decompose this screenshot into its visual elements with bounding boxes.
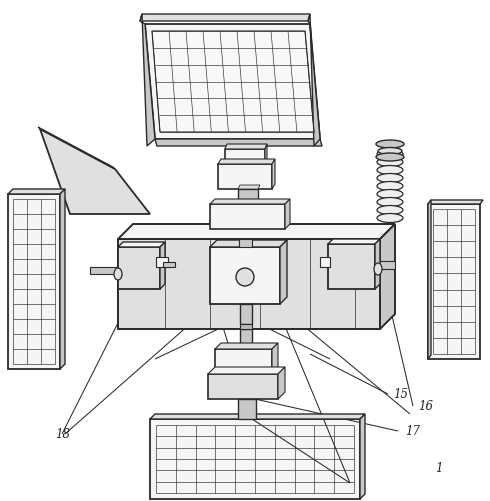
Polygon shape: [278, 367, 285, 399]
Polygon shape: [238, 189, 258, 204]
Polygon shape: [140, 15, 155, 147]
Polygon shape: [38, 128, 115, 170]
Polygon shape: [308, 15, 320, 147]
Text: 18: 18: [55, 428, 70, 440]
Ellipse shape: [377, 198, 403, 207]
Polygon shape: [272, 160, 275, 189]
Ellipse shape: [377, 182, 403, 191]
Ellipse shape: [377, 150, 403, 159]
Ellipse shape: [378, 148, 402, 155]
Polygon shape: [150, 419, 360, 499]
Polygon shape: [140, 15, 310, 22]
Polygon shape: [272, 343, 278, 374]
Circle shape: [236, 269, 254, 287]
Polygon shape: [118, 242, 165, 247]
Polygon shape: [156, 258, 168, 268]
Ellipse shape: [377, 166, 403, 175]
Polygon shape: [218, 160, 275, 165]
Polygon shape: [320, 258, 330, 268]
Polygon shape: [60, 189, 65, 369]
Polygon shape: [210, 240, 287, 247]
Ellipse shape: [376, 154, 404, 162]
Ellipse shape: [376, 141, 404, 149]
Polygon shape: [160, 242, 165, 290]
Polygon shape: [210, 199, 290, 204]
Ellipse shape: [114, 269, 122, 281]
Polygon shape: [118, 239, 380, 329]
Ellipse shape: [374, 264, 382, 276]
Polygon shape: [375, 262, 395, 270]
Polygon shape: [330, 262, 368, 272]
Polygon shape: [8, 189, 65, 194]
Polygon shape: [225, 145, 267, 150]
Ellipse shape: [377, 214, 403, 223]
Polygon shape: [215, 343, 278, 349]
Ellipse shape: [377, 158, 403, 167]
Ellipse shape: [377, 174, 403, 183]
Polygon shape: [210, 247, 280, 305]
Polygon shape: [375, 239, 380, 290]
Polygon shape: [152, 32, 314, 133]
Polygon shape: [428, 200, 483, 204]
Polygon shape: [163, 263, 175, 268]
Ellipse shape: [377, 190, 403, 199]
Polygon shape: [239, 239, 252, 247]
Polygon shape: [208, 374, 278, 399]
Polygon shape: [210, 204, 285, 229]
Polygon shape: [118, 262, 158, 272]
Polygon shape: [8, 194, 60, 369]
Polygon shape: [218, 165, 272, 189]
Ellipse shape: [377, 206, 403, 215]
Text: 16: 16: [418, 400, 433, 413]
Text: 17: 17: [405, 425, 420, 438]
Polygon shape: [208, 367, 285, 374]
Polygon shape: [240, 329, 252, 349]
Polygon shape: [265, 145, 267, 165]
Polygon shape: [428, 204, 480, 359]
Polygon shape: [145, 25, 320, 140]
Polygon shape: [240, 305, 252, 324]
Polygon shape: [90, 268, 120, 275]
Polygon shape: [155, 140, 322, 147]
Polygon shape: [238, 186, 260, 189]
Polygon shape: [118, 247, 160, 290]
Polygon shape: [285, 199, 290, 229]
Polygon shape: [118, 224, 395, 239]
Polygon shape: [238, 399, 256, 419]
Polygon shape: [225, 150, 265, 165]
Text: 1: 1: [435, 461, 442, 474]
Polygon shape: [240, 324, 252, 329]
Polygon shape: [280, 240, 287, 305]
Polygon shape: [215, 349, 272, 374]
Polygon shape: [328, 239, 380, 244]
Polygon shape: [360, 414, 365, 499]
Polygon shape: [328, 244, 375, 290]
Polygon shape: [380, 224, 395, 329]
Polygon shape: [150, 414, 365, 419]
Polygon shape: [40, 130, 150, 214]
Text: 15: 15: [393, 388, 408, 401]
Polygon shape: [428, 200, 431, 359]
